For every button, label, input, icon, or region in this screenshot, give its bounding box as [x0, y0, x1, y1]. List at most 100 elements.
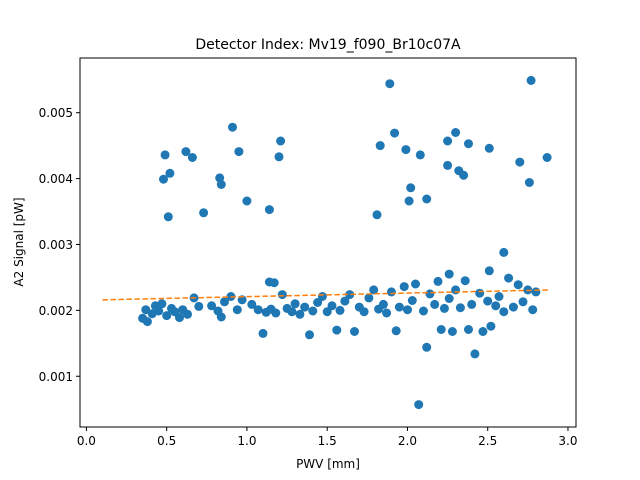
- x-tick-label: 0.5: [157, 434, 176, 448]
- x-axis: 0.0 0.5 1.0 1.5 2.0 2.5 3.0: [77, 427, 578, 448]
- data-point: [475, 288, 485, 298]
- data-point: [345, 290, 355, 300]
- data-point: [411, 279, 420, 289]
- data-point: [276, 136, 286, 146]
- data-point: [359, 307, 369, 317]
- x-axis-label: PWV [mm]: [296, 457, 360, 471]
- data-point: [524, 178, 534, 187]
- data-point: [141, 305, 151, 315]
- data-point: [300, 302, 310, 312]
- data-point: [160, 150, 170, 160]
- data-point: [390, 128, 400, 138]
- data-point: [467, 299, 477, 309]
- data-point: [499, 307, 509, 317]
- data-point: [277, 290, 287, 300]
- data-point: [484, 266, 494, 276]
- data-point: [305, 330, 314, 340]
- data-point: [194, 301, 204, 311]
- data-point: [369, 285, 379, 295]
- data-point: [181, 147, 191, 157]
- y-axis-label: A2 Signal [pW]: [12, 197, 26, 286]
- data-point: [385, 79, 395, 89]
- data-point: [253, 305, 263, 315]
- data-point: [486, 321, 496, 331]
- chart-title: Detector Index: Mv19_f090_Br10c07A: [195, 37, 461, 53]
- data-point: [518, 297, 528, 307]
- y-axis: 0.001 0.002 0.003 0.004 0.005: [39, 106, 80, 384]
- data-point: [350, 327, 359, 336]
- data-point: [491, 301, 501, 311]
- x-tick-label: 1.0: [237, 434, 256, 448]
- x-tick-label: 0.0: [77, 434, 96, 448]
- data-point: [406, 183, 416, 193]
- data-point: [455, 303, 465, 313]
- data-point: [247, 299, 257, 309]
- x-tick-label: 2.0: [398, 434, 417, 448]
- data-point: [528, 305, 538, 315]
- data-point: [242, 196, 252, 206]
- plot-marks: [102, 75, 552, 410]
- data-point: [401, 145, 411, 155]
- data-point: [443, 160, 453, 170]
- data-point: [444, 269, 454, 279]
- data-point: [504, 273, 514, 283]
- data-point: [386, 287, 396, 297]
- y-tick-label: 0.003: [39, 238, 73, 252]
- data-point: [459, 170, 469, 180]
- data-point: [531, 287, 541, 297]
- data-point: [460, 276, 470, 286]
- data-point: [232, 305, 242, 315]
- data-point: [394, 302, 404, 312]
- data-point: [228, 122, 237, 132]
- data-point: [175, 313, 184, 323]
- data-point: [163, 212, 173, 222]
- data-point: [451, 285, 461, 295]
- data-point: [335, 305, 345, 315]
- data-point: [399, 282, 409, 292]
- data-point: [391, 326, 401, 336]
- data-point: [199, 208, 209, 218]
- data-point: [340, 296, 350, 306]
- data-point: [422, 194, 432, 204]
- data-point: [444, 294, 454, 303]
- data-point: [372, 210, 382, 220]
- data-point: [382, 308, 392, 318]
- data-point: [403, 305, 412, 315]
- data-point: [464, 139, 473, 149]
- data-point: [271, 308, 281, 318]
- data-point: [478, 327, 488, 336]
- data-point: [308, 306, 318, 316]
- data-point: [269, 278, 279, 288]
- data-point: [375, 141, 385, 151]
- data-point: [264, 205, 274, 215]
- data-point: [464, 325, 473, 334]
- data-point: [508, 302, 518, 312]
- data-point: [513, 280, 523, 290]
- y-tick-label: 0.002: [39, 304, 73, 318]
- data-point: [290, 299, 300, 309]
- data-point: [407, 296, 417, 305]
- data-point: [327, 301, 337, 311]
- data-point: [364, 293, 374, 303]
- data-point: [162, 311, 172, 321]
- data-point: [422, 342, 432, 352]
- data-point: [142, 317, 152, 327]
- data-point: [237, 295, 247, 305]
- data-point: [187, 153, 197, 162]
- data-point: [234, 147, 244, 157]
- data-point: [484, 143, 494, 153]
- data-point: [274, 152, 284, 162]
- data-point: [313, 298, 323, 307]
- data-point: [483, 296, 493, 306]
- data-point: [447, 327, 457, 336]
- data-point: [430, 299, 440, 309]
- data-point: [183, 309, 192, 319]
- axes-frame: [79, 57, 577, 428]
- x-tick-label: 1.5: [318, 434, 337, 448]
- data-point: [220, 297, 229, 307]
- data-point: [154, 306, 164, 316]
- data-point: [404, 196, 414, 206]
- data-point: [419, 306, 428, 316]
